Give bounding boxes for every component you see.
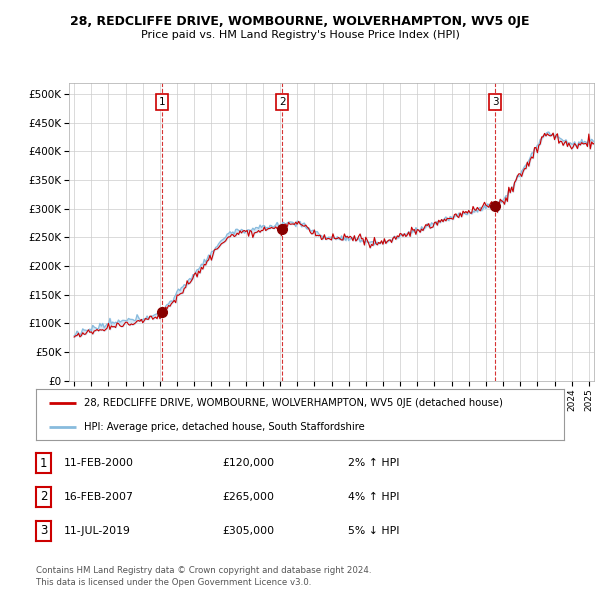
Text: 4% ↑ HPI: 4% ↑ HPI <box>348 492 400 502</box>
Text: 5% ↓ HPI: 5% ↓ HPI <box>348 526 400 536</box>
Text: Contains HM Land Registry data © Crown copyright and database right 2024.
This d: Contains HM Land Registry data © Crown c… <box>36 566 371 587</box>
Text: 3: 3 <box>492 97 499 107</box>
Text: 11-FEB-2000: 11-FEB-2000 <box>64 458 133 468</box>
Text: 11-JUL-2019: 11-JUL-2019 <box>64 526 130 536</box>
Text: 1: 1 <box>40 457 47 470</box>
Text: 2% ↑ HPI: 2% ↑ HPI <box>348 458 400 468</box>
Text: HPI: Average price, detached house, South Staffordshire: HPI: Average price, detached house, Sout… <box>83 422 364 432</box>
Text: 2: 2 <box>279 97 286 107</box>
Text: 3: 3 <box>40 525 47 537</box>
Text: £305,000: £305,000 <box>222 526 274 536</box>
Text: Price paid vs. HM Land Registry's House Price Index (HPI): Price paid vs. HM Land Registry's House … <box>140 30 460 40</box>
Text: 1: 1 <box>158 97 166 107</box>
Text: 2: 2 <box>40 490 47 503</box>
Text: £120,000: £120,000 <box>222 458 274 468</box>
Text: £265,000: £265,000 <box>222 492 274 502</box>
Text: 16-FEB-2007: 16-FEB-2007 <box>64 492 133 502</box>
Text: 28, REDCLIFFE DRIVE, WOMBOURNE, WOLVERHAMPTON, WV5 0JE (detached house): 28, REDCLIFFE DRIVE, WOMBOURNE, WOLVERHA… <box>83 398 502 408</box>
Text: 28, REDCLIFFE DRIVE, WOMBOURNE, WOLVERHAMPTON, WV5 0JE: 28, REDCLIFFE DRIVE, WOMBOURNE, WOLVERHA… <box>70 15 530 28</box>
